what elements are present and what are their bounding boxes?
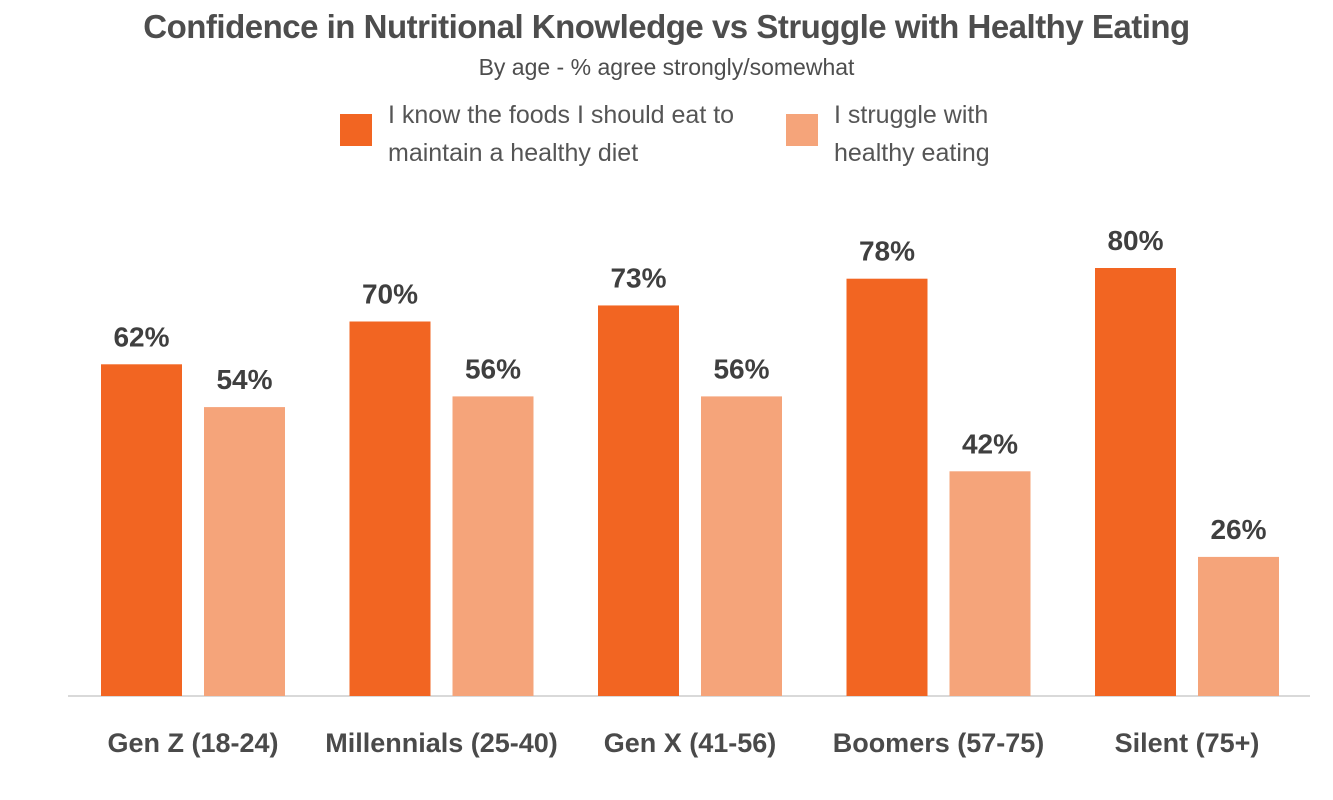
data-label-series-1-5: 80% xyxy=(1107,225,1163,256)
data-label-series-1-2: 70% xyxy=(362,279,418,310)
chart-subtitle: By age - % agree strongly/somewhat xyxy=(478,54,855,80)
bar-series-1-3 xyxy=(598,305,679,696)
bar-series-2-2 xyxy=(452,396,534,696)
legend-swatch-series-1 xyxy=(340,114,372,146)
bar-series-1-4 xyxy=(846,278,928,696)
category-label-4: Boomers (57-75) xyxy=(833,728,1045,758)
data-label-series-2-2: 56% xyxy=(465,353,521,384)
bar-series-2-3 xyxy=(701,396,782,696)
data-label-series-2-5: 26% xyxy=(1210,514,1266,545)
data-label-series-2-4: 42% xyxy=(962,428,1018,459)
category-label-1: Gen Z (18-24) xyxy=(107,728,278,758)
bar-series-2-1 xyxy=(204,407,285,696)
bar-series-1-2 xyxy=(349,321,431,696)
bar-series-1-5 xyxy=(1095,268,1176,696)
category-label-2: Millennials (25-40) xyxy=(325,728,558,758)
data-label-series-1-4: 78% xyxy=(859,236,915,267)
bar-series-1-1 xyxy=(101,364,182,696)
data-label-series-1-1: 62% xyxy=(113,321,169,352)
bar-series-2-4 xyxy=(949,471,1031,696)
data-label-series-2-3: 56% xyxy=(713,353,769,384)
legend-item-series-2: I struggle with healthy eating xyxy=(786,96,990,172)
data-label-series-2-1: 54% xyxy=(216,364,272,395)
legend-label-series-2: I struggle with healthy eating xyxy=(834,96,990,172)
chart-title: Confidence in Nutritional Knowledge vs S… xyxy=(143,8,1190,45)
legend-swatch-series-2 xyxy=(786,114,818,146)
bar-series-2-5 xyxy=(1198,556,1279,696)
legend-label-series-1-line-1: I know the foods I should eat to xyxy=(388,101,735,129)
legend-label-series-1: I know the foods I should eat to maintai… xyxy=(388,96,734,172)
legend-label-series-1-line-2: maintain a healthy diet xyxy=(388,139,639,167)
legend-label-series-2-line-2: healthy eating xyxy=(834,139,990,167)
category-label-3: Gen X (41-56) xyxy=(604,728,777,758)
data-label-series-1-3: 73% xyxy=(610,262,666,293)
category-label-5: Silent (75+) xyxy=(1115,728,1260,758)
legend-item-series-1: I know the foods I should eat to maintai… xyxy=(340,96,734,172)
legend-label-series-2-line-1: I struggle with xyxy=(834,101,989,129)
